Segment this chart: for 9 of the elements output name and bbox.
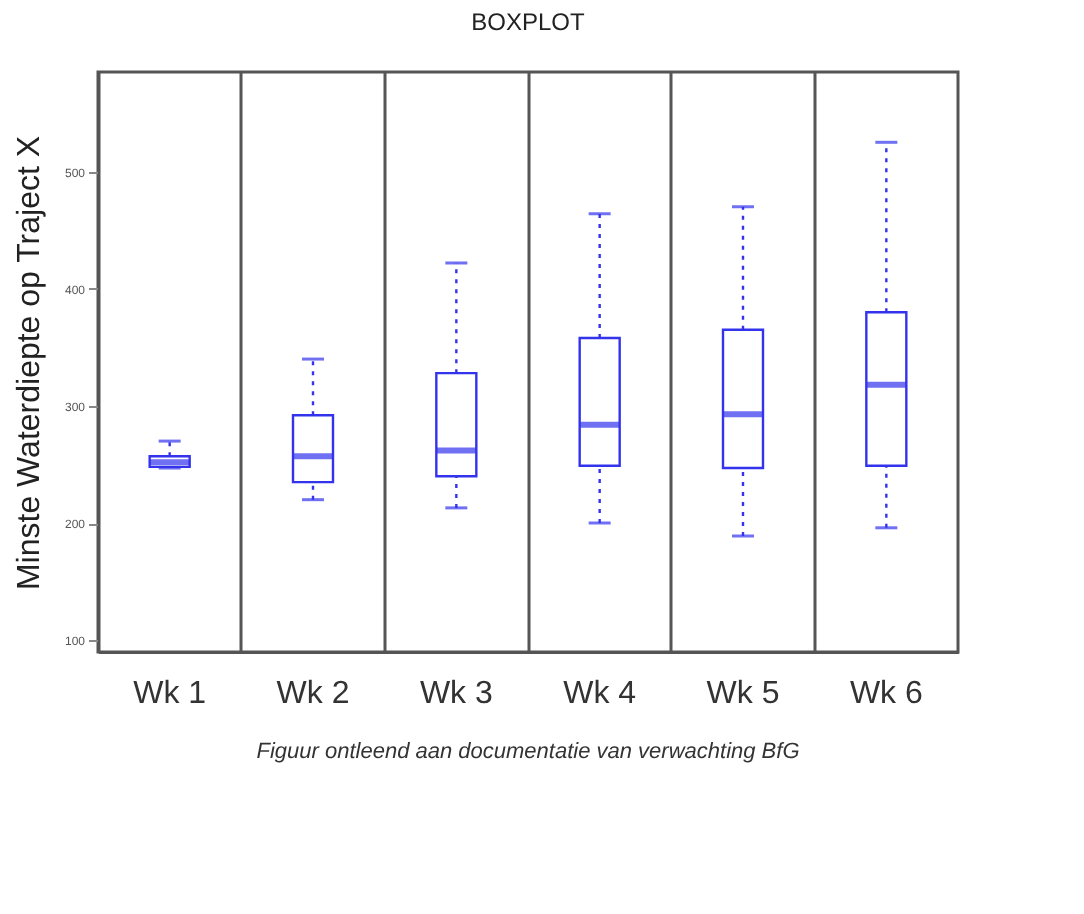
x-tick-label: Wk 2 [276, 677, 350, 711]
x-tick-label: Wk 6 [849, 677, 923, 711]
x-tick-label: Wk 3 [419, 677, 493, 711]
x-tick-label: Wk 5 [706, 677, 780, 711]
x-tick-label: Wk 1 [133, 677, 207, 711]
chart-title: BOXPLOT [471, 8, 587, 36]
x-tick-label: Wk 4 [563, 677, 637, 711]
y-axis-title: Minste Waterdiepte op Traject X [12, 135, 47, 591]
text: Figuur ontleend aan documentatie van verwachting BfG [256, 740, 801, 764]
